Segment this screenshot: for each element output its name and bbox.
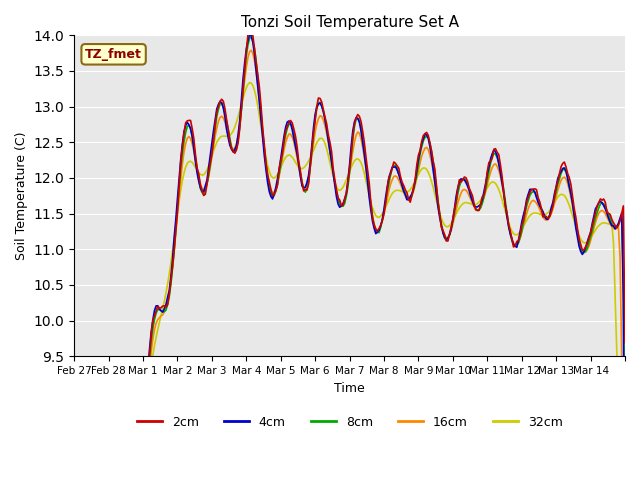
Y-axis label: Soil Temperature (C): Soil Temperature (C) (15, 132, 28, 260)
Title: Tonzi Soil Temperature Set A: Tonzi Soil Temperature Set A (241, 15, 459, 30)
Legend: 2cm, 4cm, 8cm, 16cm, 32cm: 2cm, 4cm, 8cm, 16cm, 32cm (132, 411, 568, 434)
Text: TZ_fmet: TZ_fmet (85, 48, 142, 61)
X-axis label: Time: Time (334, 382, 365, 395)
